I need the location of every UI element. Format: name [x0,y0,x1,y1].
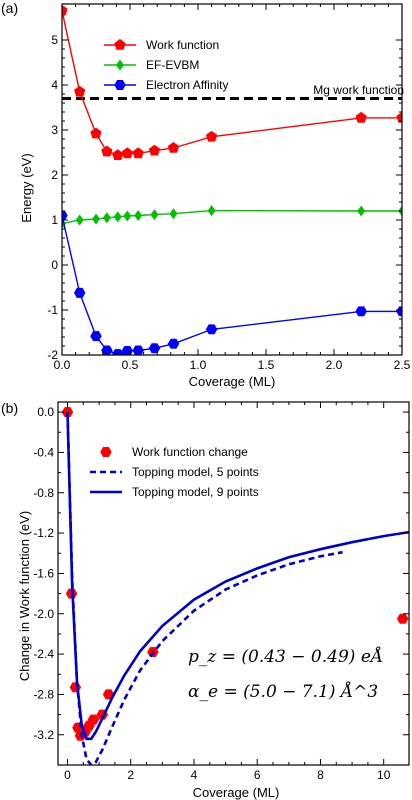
y-tick-label: -3.2 [33,728,54,742]
series-work-function-point [355,111,367,123]
panel-b-ylabel: Change in Work function (eV) [17,511,32,681]
y-tick-label: -1 [47,303,58,317]
series-ef-evbm-point [169,208,178,220]
reference-line-label: Mg work function [313,83,404,97]
panel-a: (a) 0.0 0.5 1.0 1.5 2.0 2.5 -2 -1 0 1 2 3 4 5 Coverag… [1,0,411,389]
panel-b-label: (b) [1,400,18,416]
series-work-function-point [396,111,402,123]
series-ef-evbm-point [134,209,143,222]
y-tick-label: 0.0 [37,405,54,419]
panel-b-xlabel: Coverage (ML) [193,785,280,800]
y-tick-label: -1.6 [33,566,54,580]
y-tick-label: -1.2 [33,526,54,540]
series-work-function-point [148,144,161,156]
x-tick-label: 8 [317,768,324,782]
series-electron-affinity-point [73,287,86,298]
series-work-function-line [62,10,402,156]
series-work-function-change-point [87,714,100,725]
series-work-function-point [74,85,86,97]
y-tick-label: 1 [51,213,58,227]
series-ef-evbm-point [150,209,159,221]
series-topping-model-9-points-line [66,412,409,741]
panel-b-plot-area [61,407,409,765]
x-tick-label: 0.5 [122,358,139,372]
y-tick-label: -0.4 [33,445,54,459]
panel-a-ylabel: Energy (eV) [19,153,34,222]
x-tick-label: 2.0 [326,358,343,372]
legend-work-function-change-label: Work function change [132,445,248,459]
legend-ef-evbm-label: EF-EVBM [146,58,199,72]
series-electron-affinity-point [121,345,134,355]
series-electron-affinity-point [396,306,402,317]
legend-work-function-marker [114,39,126,50]
series-electron-affinity-point [90,331,102,342]
x-tick-label: 0 [64,768,71,782]
series-electron-affinity-point [148,343,161,354]
series-work-function-point [121,147,133,159]
annotation-polarizability: α_e = (5.0 − 7.1) Å^3 [188,681,378,702]
y-tick-label: -2 [47,348,58,362]
series-electron-affinity-point [205,324,218,335]
legend-work-function-label: Work function [146,38,219,52]
series-electron-affinity-point [112,349,124,355]
panel-b-legend: Work function change Topping model, 5 poi… [90,445,259,499]
series-electron-affinity-point [355,306,367,317]
series-group [62,4,402,355]
series-ef-evbm-point [123,210,132,222]
x-tick-label: 0.0 [54,358,71,372]
x-tick-label: 2 [127,768,134,782]
series-ef-evbm-point [113,211,122,223]
series-electron-affinity-line [62,215,402,355]
series-ef-evbm-line [62,209,402,225]
x-tick-label: 1.5 [258,358,275,372]
x-tick-label: 2.5 [394,358,411,372]
series-ef-evbm-point [357,205,366,217]
series-ef-evbm-point [207,205,216,217]
panel-a-ticks: 0.0 0.5 1.0 1.5 2.0 2.5 -2 -1 0 1 2 3 4 5 [47,4,411,372]
panel-a-legend: Work function EF-EVBM Electron Affinity [104,38,229,92]
y-tick-label: 3 [51,123,58,137]
y-tick-label: 5 [51,33,58,47]
series-ef-evbm-point [92,213,100,225]
x-tick-label: 10 [377,768,391,782]
series-work-function-point [112,149,124,160]
y-tick-label: 4 [51,78,58,92]
x-tick-label: 4 [191,768,198,782]
series-ef-evbm-point [102,212,111,224]
panel-a-label: (a) [1,0,18,16]
legend-topping-model-9-points-label: Topping model, 9 points [132,485,259,499]
annotation-dipole: p_z = (0.43 − 0.49) eÅ [188,646,383,667]
x-tick-label: 1.0 [190,358,207,372]
y-tick-label: -2.0 [33,607,54,621]
panel-a-plot-area [62,4,402,355]
series-work-function-change-point [396,613,409,624]
panel-b-ticks: 0 2 4 6 8 10 0.0 -0.4 -0.8 -1.2 -1.6 -2.0 -2.4 -2.8 -3… [33,402,409,782]
series-work-function-point [90,127,102,139]
legend-topping-model-5-points-label: Topping model, 5 points [132,465,259,479]
legend-electron-affinity-marker [114,80,126,90]
series-electron-affinity-point [101,345,113,355]
series-work-function-point [132,147,144,159]
x-tick-label: 6 [254,768,261,782]
y-tick-label: -2.4 [33,647,54,661]
y-tick-label: -2.8 [33,687,54,701]
series-work-function-point [101,145,113,157]
series-work-function-point [205,130,218,142]
y-tick-label: -0.8 [33,486,54,500]
series-electron-affinity-point [167,338,180,349]
panel-b: (b) 0 2 4 6 8 10 0.0 -0.4 -0.8 -1.2 -1.6 -2.0 -2.4 -2… [1,400,410,800]
panel-a-xlabel: Coverage (ML) [189,374,276,389]
series-electron-affinity-point [132,345,144,355]
panel-a-frame [61,3,403,356]
legend-ef-evbm-marker [116,59,124,71]
series-group [61,407,409,765]
y-tick-label: 2 [51,168,58,182]
legend-electron-affinity-label: Electron Affinity [146,78,229,92]
legend-work-function-change-marker [100,446,112,458]
y-tick-label: 0 [51,258,58,272]
panel-b-frame [57,401,410,766]
series-work-function-point [167,142,180,153]
series-ef-evbm-point [75,214,84,226]
